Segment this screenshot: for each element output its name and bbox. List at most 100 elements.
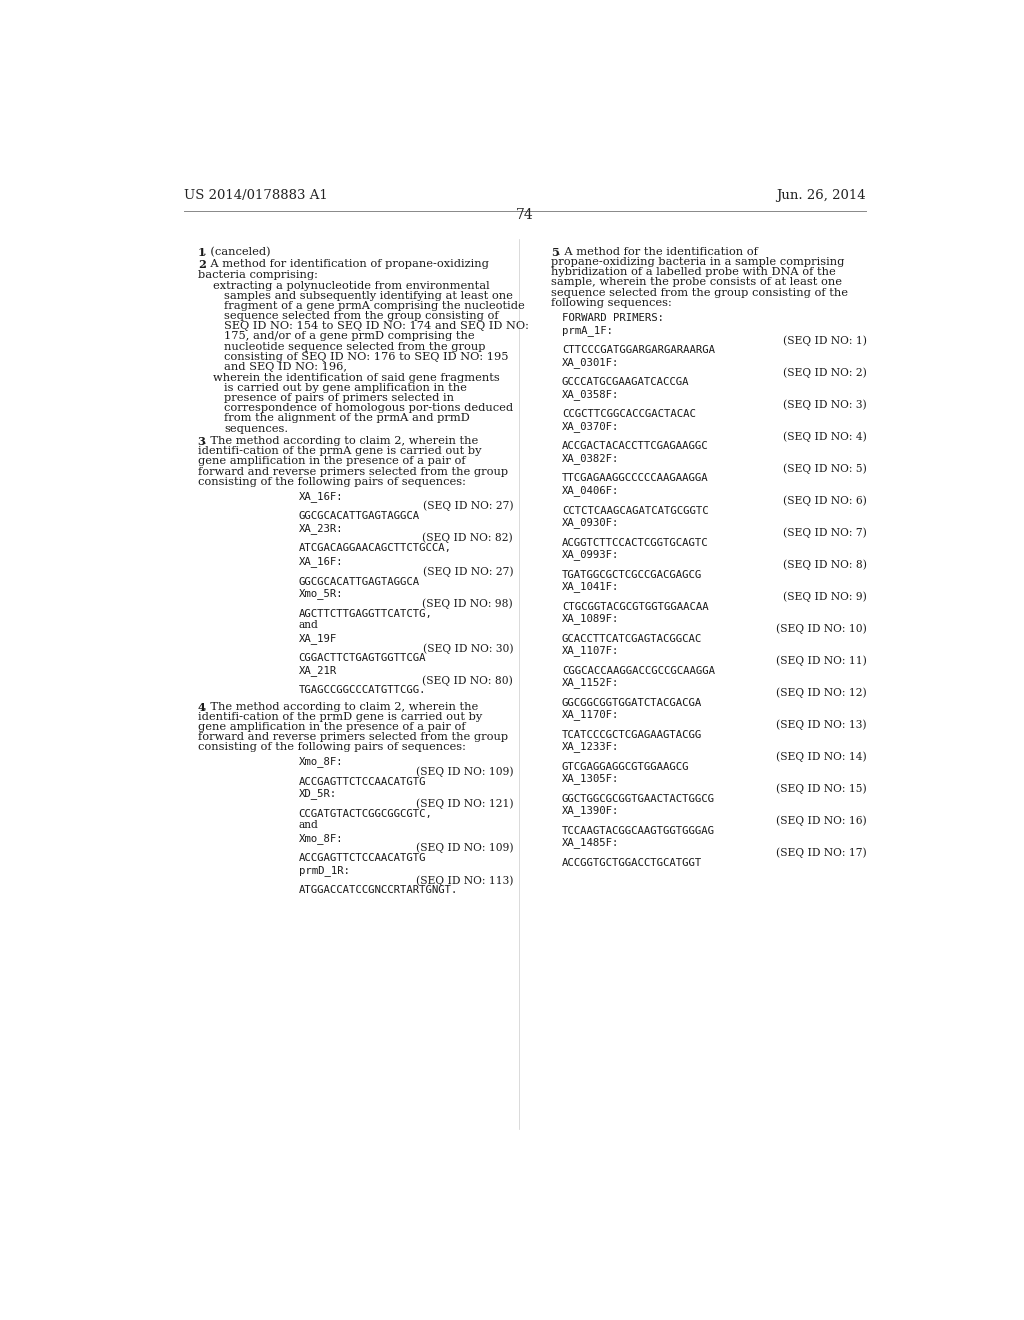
Text: XA_0301F:: XA_0301F: [562,358,620,368]
Text: (SEQ ID NO: 8): (SEQ ID NO: 8) [782,560,866,570]
Text: ACGGTCTTCCACTCGGTGCAGTC: ACGGTCTTCCACTCGGTGCAGTC [562,537,709,548]
Text: 4: 4 [198,701,206,713]
Text: Jun. 26, 2014: Jun. 26, 2014 [776,189,866,202]
Text: (SEQ ID NO: 27): (SEQ ID NO: 27) [423,500,513,511]
Text: XA_0993F:: XA_0993F: [562,549,620,560]
Text: TGAGCCGGCCCATGTTCGG.: TGAGCCGGCCCATGTTCGG. [299,685,426,696]
Text: (SEQ ID NO: 13): (SEQ ID NO: 13) [776,719,866,730]
Text: forward and reverse primers selected from the group: forward and reverse primers selected fro… [198,733,508,742]
Text: XA_1041F:: XA_1041F: [562,581,620,593]
Text: 175, and/or of a gene prmD comprising the: 175, and/or of a gene prmD comprising th… [224,331,475,342]
Text: consisting of SEQ ID NO: 176 to SEQ ID NO: 195: consisting of SEQ ID NO: 176 to SEQ ID N… [224,351,509,362]
Text: (SEQ ID NO: 7): (SEQ ID NO: 7) [782,528,866,539]
Text: ACCGAGTTCTCCAACATGTG: ACCGAGTTCTCCAACATGTG [299,853,426,863]
Text: (SEQ ID NO: 4): (SEQ ID NO: 4) [782,432,866,442]
Text: AGCTTCTTGAGGTTCATCTG,: AGCTTCTTGAGGTTCATCTG, [299,609,432,619]
Text: wherein the identification of said gene fragments: wherein the identification of said gene … [213,372,500,383]
Text: XA_0370F:: XA_0370F: [562,421,620,432]
Text: TTCGAGAAGGCCCCCAAGAAGGA: TTCGAGAAGGCCCCCAAGAAGGA [562,474,709,483]
Text: (SEQ ID NO: 6): (SEQ ID NO: 6) [782,495,866,506]
Text: GGCGCACATTGAGTAGGCA: GGCGCACATTGAGTAGGCA [299,511,420,521]
Text: (SEQ ID NO: 27): (SEQ ID NO: 27) [423,566,513,577]
Text: GGCGCACATTGAGTAGGCA: GGCGCACATTGAGTAGGCA [299,577,420,586]
Text: ACCGAGTTCTCCAACATGTG: ACCGAGTTCTCCAACATGTG [299,776,426,787]
Text: (SEQ ID NO: 80): (SEQ ID NO: 80) [422,675,513,685]
Text: following sequences:: following sequences: [551,298,672,308]
Text: fragment of a gene prmA comprising the nucleotide: fragment of a gene prmA comprising the n… [224,301,525,310]
Text: (SEQ ID NO: 113): (SEQ ID NO: 113) [416,875,513,886]
Text: 5: 5 [551,247,559,257]
Text: TCATCCCGCTCGAGAAGTACGG: TCATCCCGCTCGAGAAGTACGG [562,730,702,739]
Text: sequences.: sequences. [224,424,288,433]
Text: Xmo_5R:: Xmo_5R: [299,589,343,599]
Text: TCCAAGTACGGCAAGTGGTGGGAG: TCCAAGTACGGCAAGTGGTGGGAG [562,826,715,836]
Text: presence of pairs of primers selected in: presence of pairs of primers selected in [224,393,454,403]
Text: hybridization of a labelled probe with DNA of the: hybridization of a labelled probe with D… [551,267,836,277]
Text: GCCCATGCGAAGATCACCGA: GCCCATGCGAAGATCACCGA [562,378,689,387]
Text: (SEQ ID NO: 30): (SEQ ID NO: 30) [423,643,513,653]
Text: correspondence of homologous por-tions deduced: correspondence of homologous por-tions d… [224,404,513,413]
Text: GTCGAGGAGGCGTGGAAGCG: GTCGAGGAGGCGTGGAAGCG [562,762,689,772]
Text: XA_0382F:: XA_0382F: [562,453,620,465]
Text: extracting a polynucleotide from environmental: extracting a polynucleotide from environ… [213,281,489,290]
Text: . (canceled): . (canceled) [203,247,270,257]
Text: CTGCGGTACGCGTGGTGGAACAA: CTGCGGTACGCGTGGTGGAACAA [562,602,709,611]
Text: ATCGACAGGAACAGCTTCTGCCA,: ATCGACAGGAACAGCTTCTGCCA, [299,543,452,553]
Text: (SEQ ID NO: 109): (SEQ ID NO: 109) [416,767,513,777]
Text: (SEQ ID NO: 82): (SEQ ID NO: 82) [423,533,513,544]
Text: gene amplification in the presence of a pair of: gene amplification in the presence of a … [198,457,465,466]
Text: . The method according to claim 2, wherein the: . The method according to claim 2, where… [203,436,478,446]
Text: (SEQ ID NO: 11): (SEQ ID NO: 11) [776,656,866,667]
Text: and: and [299,619,318,630]
Text: XA_1305F:: XA_1305F: [562,774,620,784]
Text: (SEQ ID NO: 9): (SEQ ID NO: 9) [782,591,866,602]
Text: prmD_1R:: prmD_1R: [299,865,349,875]
Text: sequence selected from the group consisting of the: sequence selected from the group consist… [551,288,848,297]
Text: XA_1152F:: XA_1152F: [562,677,620,688]
Text: XA_0358F:: XA_0358F: [562,389,620,400]
Text: XA_1170F:: XA_1170F: [562,709,620,721]
Text: CGGCACCAAGGACCGCCGCAAGGA: CGGCACCAAGGACCGCCGCAAGGA [562,665,715,676]
Text: XA_21R: XA_21R [299,665,337,676]
Text: SEQ ID NO: 154 to SEQ ID NO: 174 and SEQ ID NO:: SEQ ID NO: 154 to SEQ ID NO: 174 and SEQ… [224,321,529,331]
Text: and SEQ ID NO: 196,: and SEQ ID NO: 196, [224,362,347,372]
Text: (SEQ ID NO: 12): (SEQ ID NO: 12) [776,688,866,698]
Text: 1: 1 [198,247,206,257]
Text: from the alignment of the prmA and prmD: from the alignment of the prmA and prmD [224,413,470,424]
Text: (SEQ ID NO: 14): (SEQ ID NO: 14) [776,751,866,762]
Text: identifi-cation of the prmD gene is carried out by: identifi-cation of the prmD gene is carr… [198,711,482,722]
Text: XA_16F:: XA_16F: [299,491,343,502]
Text: forward and reverse primers selected from the group: forward and reverse primers selected fro… [198,466,508,477]
Text: nucleotide sequence selected from the group: nucleotide sequence selected from the gr… [224,342,485,351]
Text: samples and subsequently identifying at least one: samples and subsequently identifying at … [224,290,513,301]
Text: (SEQ ID NO: 109): (SEQ ID NO: 109) [416,843,513,854]
Text: 2: 2 [198,260,206,271]
Text: (SEQ ID NO: 2): (SEQ ID NO: 2) [782,367,866,378]
Text: CCGATGTACTCGGCGGCGTC,: CCGATGTACTCGGCGGCGTC, [299,809,432,818]
Text: ACCGGTGCTGGACCTGCATGGT: ACCGGTGCTGGACCTGCATGGT [562,858,702,867]
Text: US 2014/0178883 A1: US 2014/0178883 A1 [183,189,328,202]
Text: CCGCTTCGGCACCGACTACAC: CCGCTTCGGCACCGACTACAC [562,409,696,420]
Text: consisting of the following pairs of sequences:: consisting of the following pairs of seq… [198,477,466,487]
Text: 74: 74 [516,207,534,222]
Text: (SEQ ID NO: 3): (SEQ ID NO: 3) [782,399,866,409]
Text: sample, wherein the probe consists of at least one: sample, wherein the probe consists of at… [551,277,842,288]
Text: XA_23R:: XA_23R: [299,523,343,533]
Text: . The method according to claim 2, wherein the: . The method according to claim 2, where… [203,701,478,711]
Text: (SEQ ID NO: 98): (SEQ ID NO: 98) [423,598,513,609]
Text: XA_1485F:: XA_1485F: [562,838,620,849]
Text: GGCGGCGGTGGATCTACGACGA: GGCGGCGGTGGATCTACGACGA [562,698,702,708]
Text: and: and [299,820,318,829]
Text: XA_0406F:: XA_0406F: [562,486,620,496]
Text: FORWARD PRIMERS:: FORWARD PRIMERS: [562,313,664,323]
Text: sequence selected from the group consisting of: sequence selected from the group consist… [224,312,499,321]
Text: (SEQ ID NO: 16): (SEQ ID NO: 16) [776,816,866,826]
Text: GGCTGGCGCGGTGAACTACTGGCG: GGCTGGCGCGGTGAACTACTGGCG [562,793,715,804]
Text: XA_1233F:: XA_1233F: [562,742,620,752]
Text: XA_16F:: XA_16F: [299,556,343,568]
Text: consisting of the following pairs of sequences:: consisting of the following pairs of seq… [198,742,466,752]
Text: Xmo_8F:: Xmo_8F: [299,833,343,843]
Text: CTTCCCGATGGARGARGARAARGA: CTTCCCGATGGARGARGARAARGA [562,346,715,355]
Text: identifi-cation of the prmA gene is carried out by: identifi-cation of the prmA gene is carr… [198,446,481,457]
Text: prmA_1F:: prmA_1F: [562,325,613,335]
